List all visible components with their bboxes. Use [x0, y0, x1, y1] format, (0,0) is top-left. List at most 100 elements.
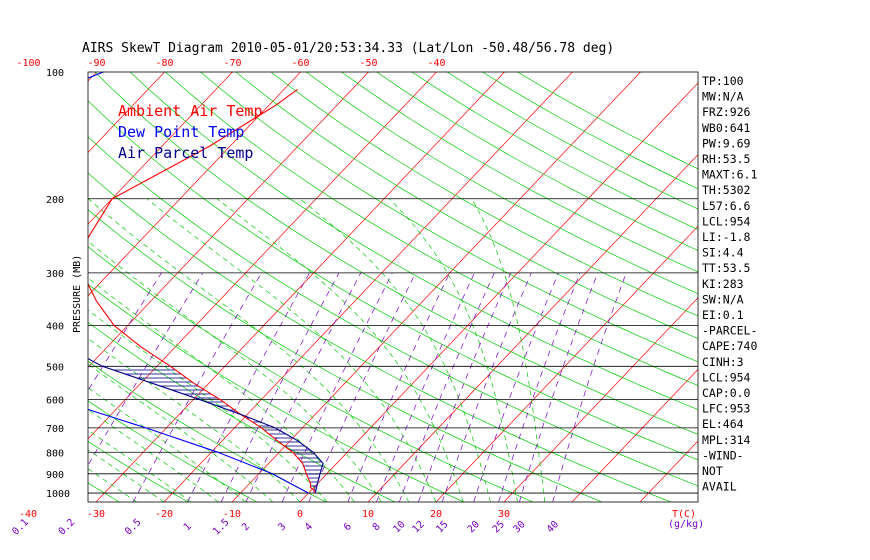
bottom-temp-tick: -10	[223, 509, 241, 520]
top-temp-tick: -70	[223, 58, 241, 69]
moist-adiabat-line	[88, 363, 274, 502]
isotherm-line	[88, 72, 301, 297]
moist-adiabat-line	[88, 240, 382, 502]
dry-adiabat-line	[88, 246, 534, 502]
stat-line: PW:9.69	[702, 136, 751, 150]
top-temp-tick: -50	[359, 58, 377, 69]
mixing-ratio-line	[245, 272, 362, 502]
mixing-ratio-line	[187, 272, 310, 502]
stat-line: CAP:0.0	[702, 386, 751, 400]
isotherm-line	[88, 72, 233, 225]
y-tick-label: 800	[46, 448, 64, 459]
dry-adiabat-line	[235, 72, 698, 339]
moist-adiabat-line	[299, 198, 491, 502]
dry-adiabat-line	[482, 72, 698, 190]
mixing-ratio-line	[132, 272, 262, 502]
mixing-ratio-line	[441, 272, 532, 502]
moist-adiabat-line	[88, 449, 165, 502]
dry-adiabat-line	[88, 172, 671, 502]
mixing-ratio-line	[88, 272, 204, 466]
mixing-ratio-tick: 0.5	[123, 517, 144, 538]
mixing-ratio-tick: 20	[466, 519, 482, 535]
dry-adiabat-line	[270, 72, 698, 317]
bottom-temp-tick: 30	[498, 509, 510, 520]
stat-line: SW:N/A	[702, 292, 744, 306]
moist-adiabat-line	[88, 429, 192, 502]
stat-line: KI:283	[702, 277, 744, 291]
moist-adiabat-line	[88, 387, 246, 502]
moist-adiabat-line	[216, 198, 464, 502]
moist-adiabat-line	[88, 309, 328, 502]
legend-item: Ambient Air Temp	[118, 102, 263, 120]
mixing-ratio-tick: 1	[182, 521, 194, 533]
mixing-ratio-tick: 1.5	[211, 517, 232, 538]
bottom-temp-tick: 10	[362, 509, 374, 520]
dry-adiabat-line	[446, 72, 698, 210]
mixing-ratio-tick: 40	[545, 519, 561, 535]
plot-frame	[87, 71, 699, 503]
isotherm-line	[503, 297, 698, 502]
isotherm-line	[163, 72, 573, 502]
moist-adiabat-line	[88, 337, 301, 502]
stat-line: TP:100	[702, 74, 744, 88]
moist-adiabat-line	[146, 198, 437, 502]
isotherm-line	[88, 72, 369, 368]
stat-line: TH:5302	[702, 183, 750, 197]
isotherm-line	[367, 154, 698, 502]
isotherm-line	[88, 72, 165, 154]
legend-item: Dew Point Temp	[118, 123, 244, 141]
y-tick-label: 100	[46, 68, 64, 79]
stat-line: LI:-1.8	[702, 230, 751, 244]
mixing-ratio-line	[519, 272, 599, 502]
mixing-ratio-line	[347, 272, 450, 502]
mixing-ratio-tick: 15	[434, 519, 450, 535]
legend: Ambient Air Temp Dew Point Temp Air Parcel…	[118, 102, 263, 162]
stat-line: TT:53.5	[702, 261, 750, 275]
mixing-ratio-tick: 25	[491, 519, 507, 535]
mixing-ratio-tick: 2	[240, 521, 252, 533]
stat-line: AVAIL	[702, 480, 737, 494]
bottom-temp-tick: 0	[297, 509, 303, 520]
top-temp-tick: -60	[291, 58, 309, 69]
dry-adiabat-line	[129, 72, 698, 411]
y-tick-label: 600	[46, 396, 64, 407]
top-temp-tick: -80	[155, 58, 173, 69]
top-temp-tick: -90	[87, 58, 105, 69]
background-grid	[0, 72, 698, 502]
stat-line: SI:4.4	[702, 246, 744, 260]
stat-line: CAPE:740	[702, 339, 757, 353]
stat-line: EL:464	[702, 417, 744, 431]
dry-adiabat-line	[88, 440, 189, 502]
dry-adiabat-line	[94, 72, 698, 435]
mixing-ratio-tick: 3	[276, 521, 288, 533]
dry-adiabat-line	[517, 72, 698, 170]
series-line-0	[88, 88, 316, 494]
isotherm-line	[0, 72, 29, 502]
series-line-1	[88, 72, 309, 494]
stat-line: MW:N/A	[702, 90, 744, 104]
top-temp-tick: -100	[16, 58, 40, 69]
bottom-temp-unit: T(C)	[672, 509, 696, 520]
moist-adiabat-line	[389, 198, 518, 502]
stat-line: MPL:314	[702, 433, 751, 447]
stat-line: -WIND-	[702, 448, 744, 462]
dry-adiabat-line	[411, 72, 698, 230]
moist-adiabat-line	[88, 277, 355, 502]
bottom-temp-tick: -40	[19, 509, 37, 520]
stat-line: WB0:641	[702, 121, 751, 135]
mixing-ratio-line	[418, 272, 512, 502]
stat-line: MAXT:6.1	[702, 168, 757, 182]
isotherm-line	[435, 225, 698, 502]
stat-line: -PARCEL-	[702, 324, 757, 338]
dry-adiabat-line	[88, 482, 120, 502]
bottom-temp-tick: -30	[87, 509, 105, 520]
stat-line: RH:53.5	[702, 152, 750, 166]
mixing-ratio-line	[281, 272, 393, 502]
isotherm-line	[571, 368, 698, 502]
stat-line: LCL:954	[702, 370, 751, 384]
mixing-ratio-tick: 6	[342, 521, 354, 533]
top-temp-tick: -40	[427, 58, 445, 69]
dry-adiabat-line	[200, 72, 698, 363]
mixing-ratio-line	[552, 272, 627, 502]
